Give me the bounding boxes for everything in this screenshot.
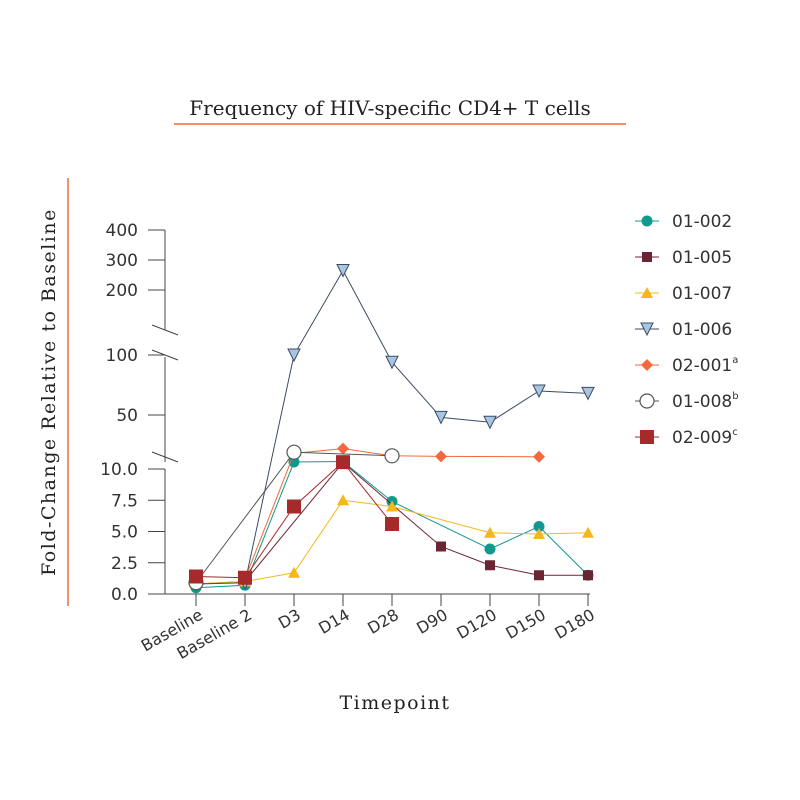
x-axis-title: Timepoint bbox=[339, 692, 450, 714]
y-axis-title: Fold-Change Relative to Baseline bbox=[38, 208, 60, 576]
legend-label: 01-002 bbox=[672, 212, 732, 232]
legend-marker bbox=[641, 215, 653, 227]
series-line bbox=[195, 499, 589, 585]
data-point bbox=[386, 500, 398, 512]
data-point bbox=[385, 355, 399, 370]
legend-superscript: a bbox=[732, 355, 738, 366]
data-point bbox=[436, 541, 446, 552]
legend-marker bbox=[640, 322, 654, 337]
data-point bbox=[286, 444, 302, 460]
legend-item: 01-006 bbox=[635, 320, 732, 340]
legend-superscript: c bbox=[732, 427, 738, 438]
data-point bbox=[434, 410, 448, 425]
data-point bbox=[533, 528, 545, 539]
legend-marker bbox=[642, 252, 652, 262]
data-point bbox=[336, 264, 350, 278]
legend-marker bbox=[641, 359, 653, 371]
data-point bbox=[485, 560, 495, 571]
data-point bbox=[582, 526, 594, 538]
chart-title: Frequency of HIV-specific CD4+ T cells bbox=[189, 96, 590, 120]
data-point bbox=[287, 348, 301, 363]
legend-label: 01-006 bbox=[672, 320, 732, 340]
data-point bbox=[337, 442, 349, 455]
legend-item: 02-001a bbox=[635, 355, 738, 376]
y-tick-label: 10.0 bbox=[100, 460, 138, 480]
data-point bbox=[532, 384, 546, 399]
data-point bbox=[336, 455, 350, 470]
data-point bbox=[483, 415, 497, 430]
y-tick-label: 100 bbox=[106, 346, 138, 366]
legend-item: 01-007 bbox=[635, 284, 732, 304]
x-tick-label: D14 bbox=[315, 605, 353, 638]
y-tick-label: 0.0 bbox=[111, 585, 138, 605]
axis-break-mark bbox=[151, 324, 179, 336]
y-tick-label: 400 bbox=[106, 221, 138, 241]
legend-item: 01-002 bbox=[635, 212, 732, 232]
legend-superscript: b bbox=[732, 391, 738, 402]
x-tick-label: D120 bbox=[453, 605, 500, 643]
axes: 0.02.55.07.510.050100200300400BaselineBa… bbox=[100, 221, 598, 663]
legend-marker bbox=[639, 393, 655, 409]
data-point bbox=[533, 450, 545, 463]
data-point bbox=[534, 570, 544, 581]
legend-item: 01-008b bbox=[635, 391, 739, 412]
data-point bbox=[435, 450, 447, 463]
data-point bbox=[384, 448, 400, 464]
series-01-006 bbox=[189, 264, 595, 592]
data-point bbox=[581, 386, 595, 401]
legend-label: 01-005 bbox=[672, 248, 732, 268]
legend-label: 01-008b bbox=[672, 391, 739, 412]
y-tick-label: 5.0 bbox=[111, 523, 138, 543]
legend-marker bbox=[641, 287, 653, 298]
legend: 01-002 01-005 01-007 01-006 02-001a 01-008b 02… bbox=[635, 212, 739, 448]
y-tick-label: 2.5 bbox=[111, 554, 138, 574]
data-point bbox=[287, 499, 301, 514]
data-point bbox=[337, 494, 349, 506]
data-point bbox=[484, 526, 496, 538]
data-point bbox=[583, 570, 593, 581]
x-tick-label: D28 bbox=[364, 605, 402, 638]
series-layer bbox=[188, 264, 595, 594]
legend-item: 02-009c bbox=[635, 427, 738, 448]
data-point bbox=[189, 569, 203, 584]
series-line bbox=[195, 461, 589, 589]
legend-item: 01-005 bbox=[635, 248, 732, 268]
legend-label: 02-009c bbox=[672, 427, 738, 448]
x-tick-label: D180 bbox=[551, 605, 598, 643]
data-point bbox=[484, 543, 496, 555]
x-tick-label: D150 bbox=[502, 605, 549, 643]
series-line bbox=[195, 269, 589, 585]
x-tick-label: D3 bbox=[275, 605, 304, 633]
series-02-009 bbox=[189, 455, 399, 585]
y-tick-label: 300 bbox=[106, 251, 138, 271]
legend-marker bbox=[640, 430, 654, 444]
legend-label: 02-001a bbox=[672, 355, 738, 376]
y-tick-label: 50 bbox=[116, 406, 138, 426]
data-point bbox=[385, 517, 399, 531]
axis-break-mark bbox=[151, 451, 179, 463]
legend-label: 01-007 bbox=[672, 284, 732, 304]
y-tick-label: 200 bbox=[106, 281, 138, 301]
y-tick-label: 7.5 bbox=[111, 491, 138, 511]
x-tick-label: D90 bbox=[413, 605, 451, 638]
data-point bbox=[288, 566, 300, 578]
data-point bbox=[238, 570, 252, 585]
series-line bbox=[195, 451, 393, 584]
series-line bbox=[244, 448, 540, 580]
